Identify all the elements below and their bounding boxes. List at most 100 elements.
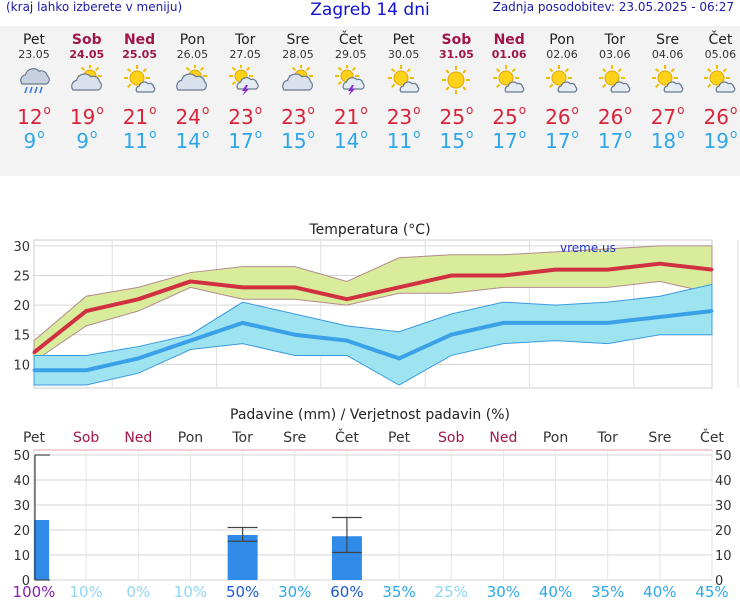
day-name: Sob xyxy=(441,32,472,48)
max-temperature: 23o xyxy=(228,103,263,129)
max-temperature: 26o xyxy=(597,103,632,129)
y-tick-label: 30 xyxy=(13,499,30,514)
thunderstorm-sun-icon xyxy=(229,64,259,96)
sun-cloud-icon xyxy=(493,65,525,93)
min-temperature: 9o xyxy=(23,127,45,153)
min-temperature: 15o xyxy=(281,127,315,153)
temperature-point xyxy=(449,274,453,278)
temperature-point xyxy=(84,368,88,372)
day-column: Tor 03.06 26o 17o xyxy=(589,32,641,154)
temperature-point xyxy=(554,268,558,272)
day-column: Sob 24.05 19o 9o xyxy=(61,33,113,154)
partly-cloudy-icon xyxy=(282,64,313,91)
y-tick-label-right: 0 xyxy=(715,574,723,589)
temperature-point xyxy=(241,285,245,289)
day-date: 29.05 xyxy=(335,48,367,61)
day-name: Pet xyxy=(392,32,415,48)
temperature-line xyxy=(34,309,713,373)
day-name: Pon xyxy=(179,32,206,48)
max-temperature: 25o xyxy=(492,103,527,129)
temperature-point xyxy=(188,339,192,343)
day-date: 01.06 xyxy=(491,48,527,61)
sun-cloud-icon xyxy=(651,65,683,93)
y-tick-label-right: 20 xyxy=(715,524,732,539)
watermark: vreme.us xyxy=(560,241,616,255)
temperature-point xyxy=(32,350,36,354)
day-name: Pet xyxy=(22,32,46,48)
precipitation-probability: 60% xyxy=(330,583,363,600)
day-column: Sre 28.05 23o 15o xyxy=(272,33,324,154)
temperature-point xyxy=(554,321,558,325)
precipitation-probability: 10% xyxy=(174,583,207,600)
day-date: 31.05 xyxy=(438,48,474,61)
category-label: Tor xyxy=(231,430,253,446)
temperature-point xyxy=(136,297,140,301)
day-name: Tor xyxy=(604,32,626,48)
precipitation-probability: 35% xyxy=(382,583,415,600)
y-tick-label-right: 30 xyxy=(715,499,732,514)
sun-cloud-icon xyxy=(598,65,631,93)
temperature-point xyxy=(397,356,401,360)
day-name: Pon xyxy=(549,32,575,48)
day-date: 03.06 xyxy=(599,48,631,61)
sun-cloud-icon xyxy=(704,65,736,93)
category-label: Ned xyxy=(124,430,152,446)
day-date: 25.05 xyxy=(122,48,157,61)
menu-hint[interactable]: (kraj lahko izberete v meniju) xyxy=(6,0,183,14)
thunderstorm-sun-icon xyxy=(334,64,365,96)
day-date: 23.05 xyxy=(18,48,50,61)
min-temperature: 17o xyxy=(228,127,263,153)
day-column: Sob 31.05 25o 15o xyxy=(430,32,482,154)
precipitation-probability: 50% xyxy=(226,583,259,600)
day-name: Tor xyxy=(234,32,256,48)
category-label: Sob xyxy=(438,430,464,446)
max-temperature: 23o xyxy=(386,103,421,129)
category-label: Čet xyxy=(700,428,724,446)
category-label: Tor xyxy=(596,430,618,446)
day-column: Čet 05.06 26o 19o xyxy=(694,33,740,154)
day-column: Sre 04.06 27o 18o xyxy=(642,32,694,154)
day-column: Ned 25.05 21o 11o xyxy=(114,32,166,154)
max-temperature: 12o xyxy=(17,103,51,129)
day-name: Sre xyxy=(656,32,680,48)
day-date: 04.06 xyxy=(651,48,684,61)
y-tick-label-right: 40 xyxy=(715,474,732,489)
precipitation-chart-title: Padavine (mm) / Verjetnost padavin (%) xyxy=(230,407,510,423)
y-tick-label: 50 xyxy=(13,449,30,464)
temperature-range-band xyxy=(33,283,713,386)
min-temperature: 11o xyxy=(122,127,157,153)
y-tick-label-right: 50 xyxy=(715,449,732,464)
temperature-point xyxy=(501,274,505,278)
temperature-point xyxy=(449,333,453,337)
precipitation-probability: 100% xyxy=(13,583,56,600)
temperature-line xyxy=(32,261,713,355)
temperature-point xyxy=(501,321,505,325)
y-tick-label: 30 xyxy=(13,240,30,255)
y-tick-label-right: 10 xyxy=(715,549,732,564)
precipitation-chart: Padavine (mm) / Verjetnost padavin (%) 0 0… xyxy=(13,407,732,600)
temperature-chart-title: Temperatura (°C) xyxy=(308,222,430,238)
temperature-point xyxy=(293,285,297,289)
precipitation-error-bar xyxy=(331,516,362,554)
precipitation-bar xyxy=(34,520,49,580)
y-tick-label: 15 xyxy=(13,329,30,344)
temperature-point xyxy=(658,315,662,319)
max-temperature: 26o xyxy=(703,103,738,129)
temperature-point xyxy=(136,356,140,360)
day-date: 24.05 xyxy=(69,48,105,61)
sun-cloud-icon xyxy=(546,65,578,93)
max-temperature: 26o xyxy=(545,103,579,129)
day-name: Ned xyxy=(123,32,156,48)
day-name: Ned xyxy=(493,32,525,48)
temperature-point xyxy=(397,285,401,289)
precipitation-probability: 45% xyxy=(695,583,728,600)
precipitation-error-bar xyxy=(34,454,50,581)
day-date: 02.06 xyxy=(546,48,578,61)
precipitation-bar xyxy=(227,535,258,580)
day-column: Pon 02.06 26o 17o xyxy=(536,32,588,154)
day-date: 30.05 xyxy=(387,48,420,61)
min-temperature: 17o xyxy=(492,127,527,153)
precipitation-probability: 30% xyxy=(487,583,520,600)
precipitation-probability: 40% xyxy=(643,583,676,600)
y-tick-label: 20 xyxy=(13,299,30,314)
